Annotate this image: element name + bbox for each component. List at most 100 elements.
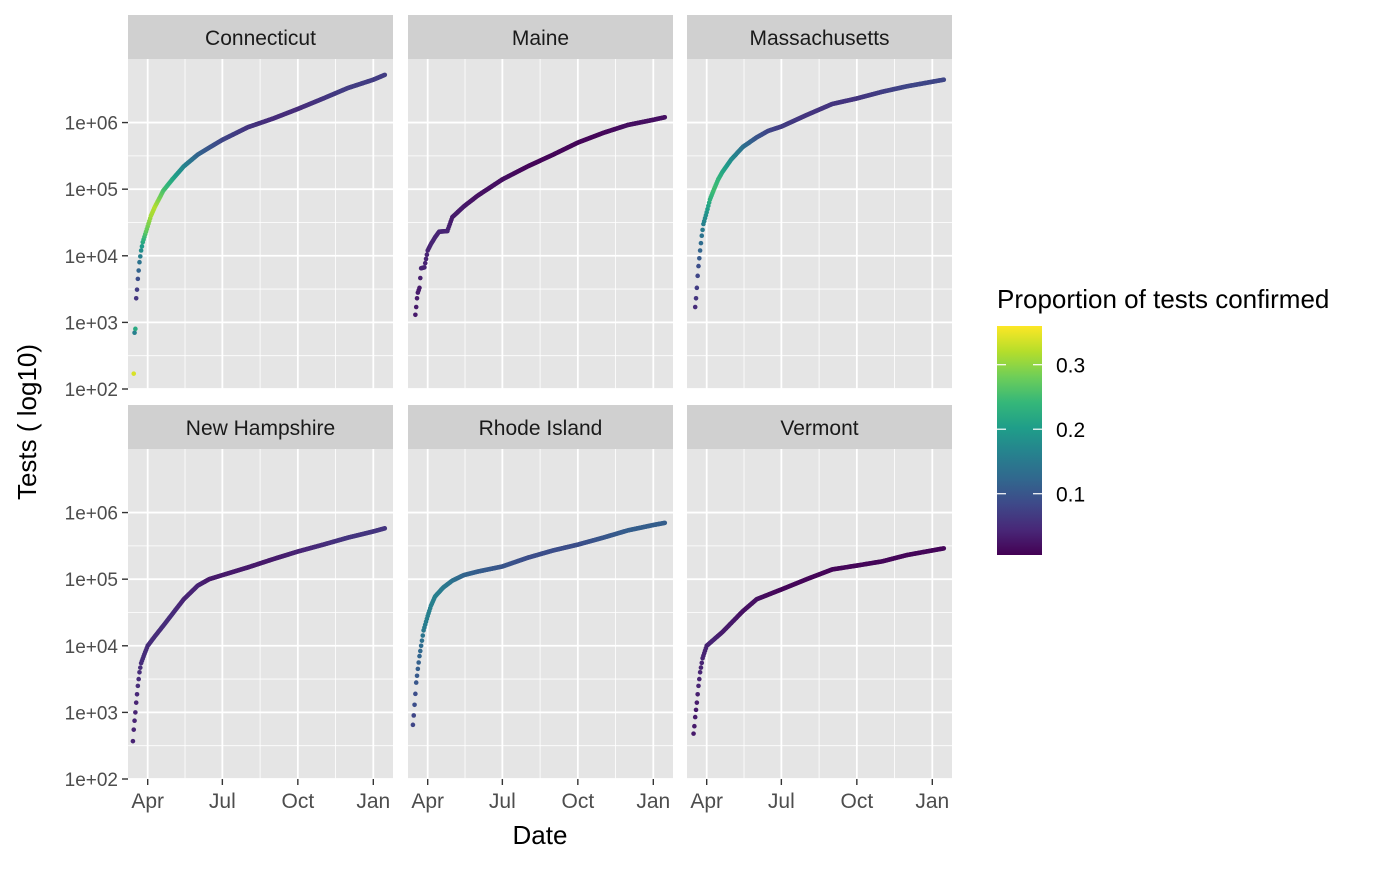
data-point bbox=[134, 287, 140, 292]
x-axis-title: Date bbox=[513, 820, 568, 850]
data-point bbox=[410, 722, 416, 728]
color-legend: Proportion of tests confirmed 0.1 0.2 0.3 bbox=[997, 284, 1329, 555]
y-tick-label: 1e+06 bbox=[65, 504, 118, 525]
strip-background bbox=[408, 15, 673, 59]
data-point bbox=[382, 72, 388, 78]
data-point bbox=[135, 683, 141, 689]
y-tick-label: 1e+05 bbox=[65, 570, 118, 591]
data-point bbox=[696, 263, 701, 269]
strip-background bbox=[687, 405, 952, 449]
data-point bbox=[695, 273, 700, 279]
legend-title: Proportion of tests confirmed bbox=[997, 284, 1329, 314]
legend-tick-label: 0.2 bbox=[1056, 419, 1085, 442]
point-series bbox=[413, 114, 668, 318]
data-point bbox=[700, 227, 705, 233]
data-point bbox=[695, 691, 700, 697]
data-point bbox=[423, 256, 429, 262]
data-point bbox=[415, 666, 421, 672]
point-series bbox=[692, 77, 947, 310]
data-point bbox=[693, 707, 699, 713]
y-tick-label: 1e+04 bbox=[65, 247, 119, 268]
x-tick-label: Oct bbox=[281, 790, 314, 813]
x-tick-label: Jul bbox=[489, 790, 516, 813]
data-point bbox=[697, 669, 703, 675]
data-point bbox=[134, 691, 140, 697]
point-series bbox=[131, 72, 388, 376]
panel-connecticut: Connecticut bbox=[128, 15, 393, 390]
data-point bbox=[131, 727, 137, 732]
data-point bbox=[411, 713, 417, 718]
data-point bbox=[941, 546, 947, 551]
data-point bbox=[417, 653, 422, 659]
data-point bbox=[941, 77, 947, 83]
panel-strip-title: Maine bbox=[512, 27, 569, 50]
data-point bbox=[413, 312, 418, 318]
panel-strip-title: Rhode Island bbox=[479, 417, 603, 440]
data-point bbox=[133, 295, 139, 301]
point-series bbox=[410, 520, 668, 728]
panel-new-hampshire: New Hampshire bbox=[128, 405, 393, 780]
legend-tick-label: 0.1 bbox=[1056, 484, 1085, 507]
legend-colorbar bbox=[997, 326, 1042, 555]
x-tick-label: Apr bbox=[131, 790, 164, 813]
x-tick-label: Jan bbox=[915, 790, 949, 813]
data-point bbox=[137, 669, 142, 675]
y-tick-label: 1e+02 bbox=[65, 770, 118, 791]
data-point bbox=[413, 680, 419, 685]
data-point bbox=[137, 259, 142, 265]
panel-background bbox=[687, 59, 952, 389]
axes-layer: 1e+02 1e+03 1e+04 1e+05 1e+06 1e+02 1e+03 1e+04… bbox=[65, 114, 950, 813]
data-point bbox=[692, 304, 698, 310]
data-point bbox=[382, 526, 388, 531]
y-tick-label: 1e+04 bbox=[65, 637, 119, 658]
legend-ticks: 0.1 0.2 0.3 bbox=[997, 355, 1085, 507]
data-point bbox=[424, 252, 430, 258]
data-point bbox=[138, 665, 143, 670]
panel-vermont: Vermont bbox=[687, 405, 952, 780]
data-point bbox=[699, 660, 705, 666]
data-point bbox=[692, 714, 698, 720]
data-point bbox=[133, 710, 138, 715]
data-point bbox=[691, 731, 696, 736]
data-point bbox=[697, 676, 702, 682]
data-point bbox=[135, 276, 141, 282]
data-point bbox=[693, 295, 699, 301]
panel-background bbox=[408, 449, 673, 779]
data-point bbox=[694, 700, 700, 705]
data-point bbox=[417, 285, 422, 291]
data-point bbox=[139, 244, 145, 249]
panel-rhode-island: Rhode Island bbox=[408, 405, 673, 780]
x-tick-label: Jul bbox=[768, 790, 795, 813]
panels-layer: Connecticut Maine Massachusetts New Hampshi… bbox=[128, 15, 952, 780]
x-tick-label: Oct bbox=[840, 790, 873, 813]
data-point bbox=[413, 304, 419, 310]
data-point bbox=[414, 673, 420, 679]
strip-background bbox=[128, 405, 393, 449]
legend-tick-label: 0.3 bbox=[1056, 355, 1085, 378]
data-point bbox=[697, 248, 703, 253]
data-point bbox=[696, 683, 701, 689]
data-point bbox=[131, 371, 137, 376]
data-point bbox=[697, 256, 702, 261]
x-tick-label: Jul bbox=[209, 790, 236, 813]
data-point bbox=[418, 648, 423, 654]
data-point bbox=[133, 326, 138, 332]
data-point bbox=[138, 248, 144, 253]
data-point bbox=[416, 660, 421, 665]
y-tick-label: 1e+06 bbox=[65, 114, 118, 135]
strip-background bbox=[408, 405, 673, 449]
data-point bbox=[422, 265, 427, 270]
point-series bbox=[130, 526, 388, 744]
data-point bbox=[138, 254, 143, 259]
point-series bbox=[691, 546, 947, 736]
data-point bbox=[133, 700, 139, 705]
panel-strip-title: Vermont bbox=[780, 417, 858, 440]
data-point bbox=[418, 643, 424, 649]
data-point bbox=[412, 702, 417, 708]
data-point bbox=[136, 676, 141, 682]
strip-background bbox=[687, 15, 952, 59]
x-tick-label: Apr bbox=[411, 790, 444, 813]
data-point bbox=[414, 295, 420, 301]
data-point bbox=[419, 638, 425, 643]
